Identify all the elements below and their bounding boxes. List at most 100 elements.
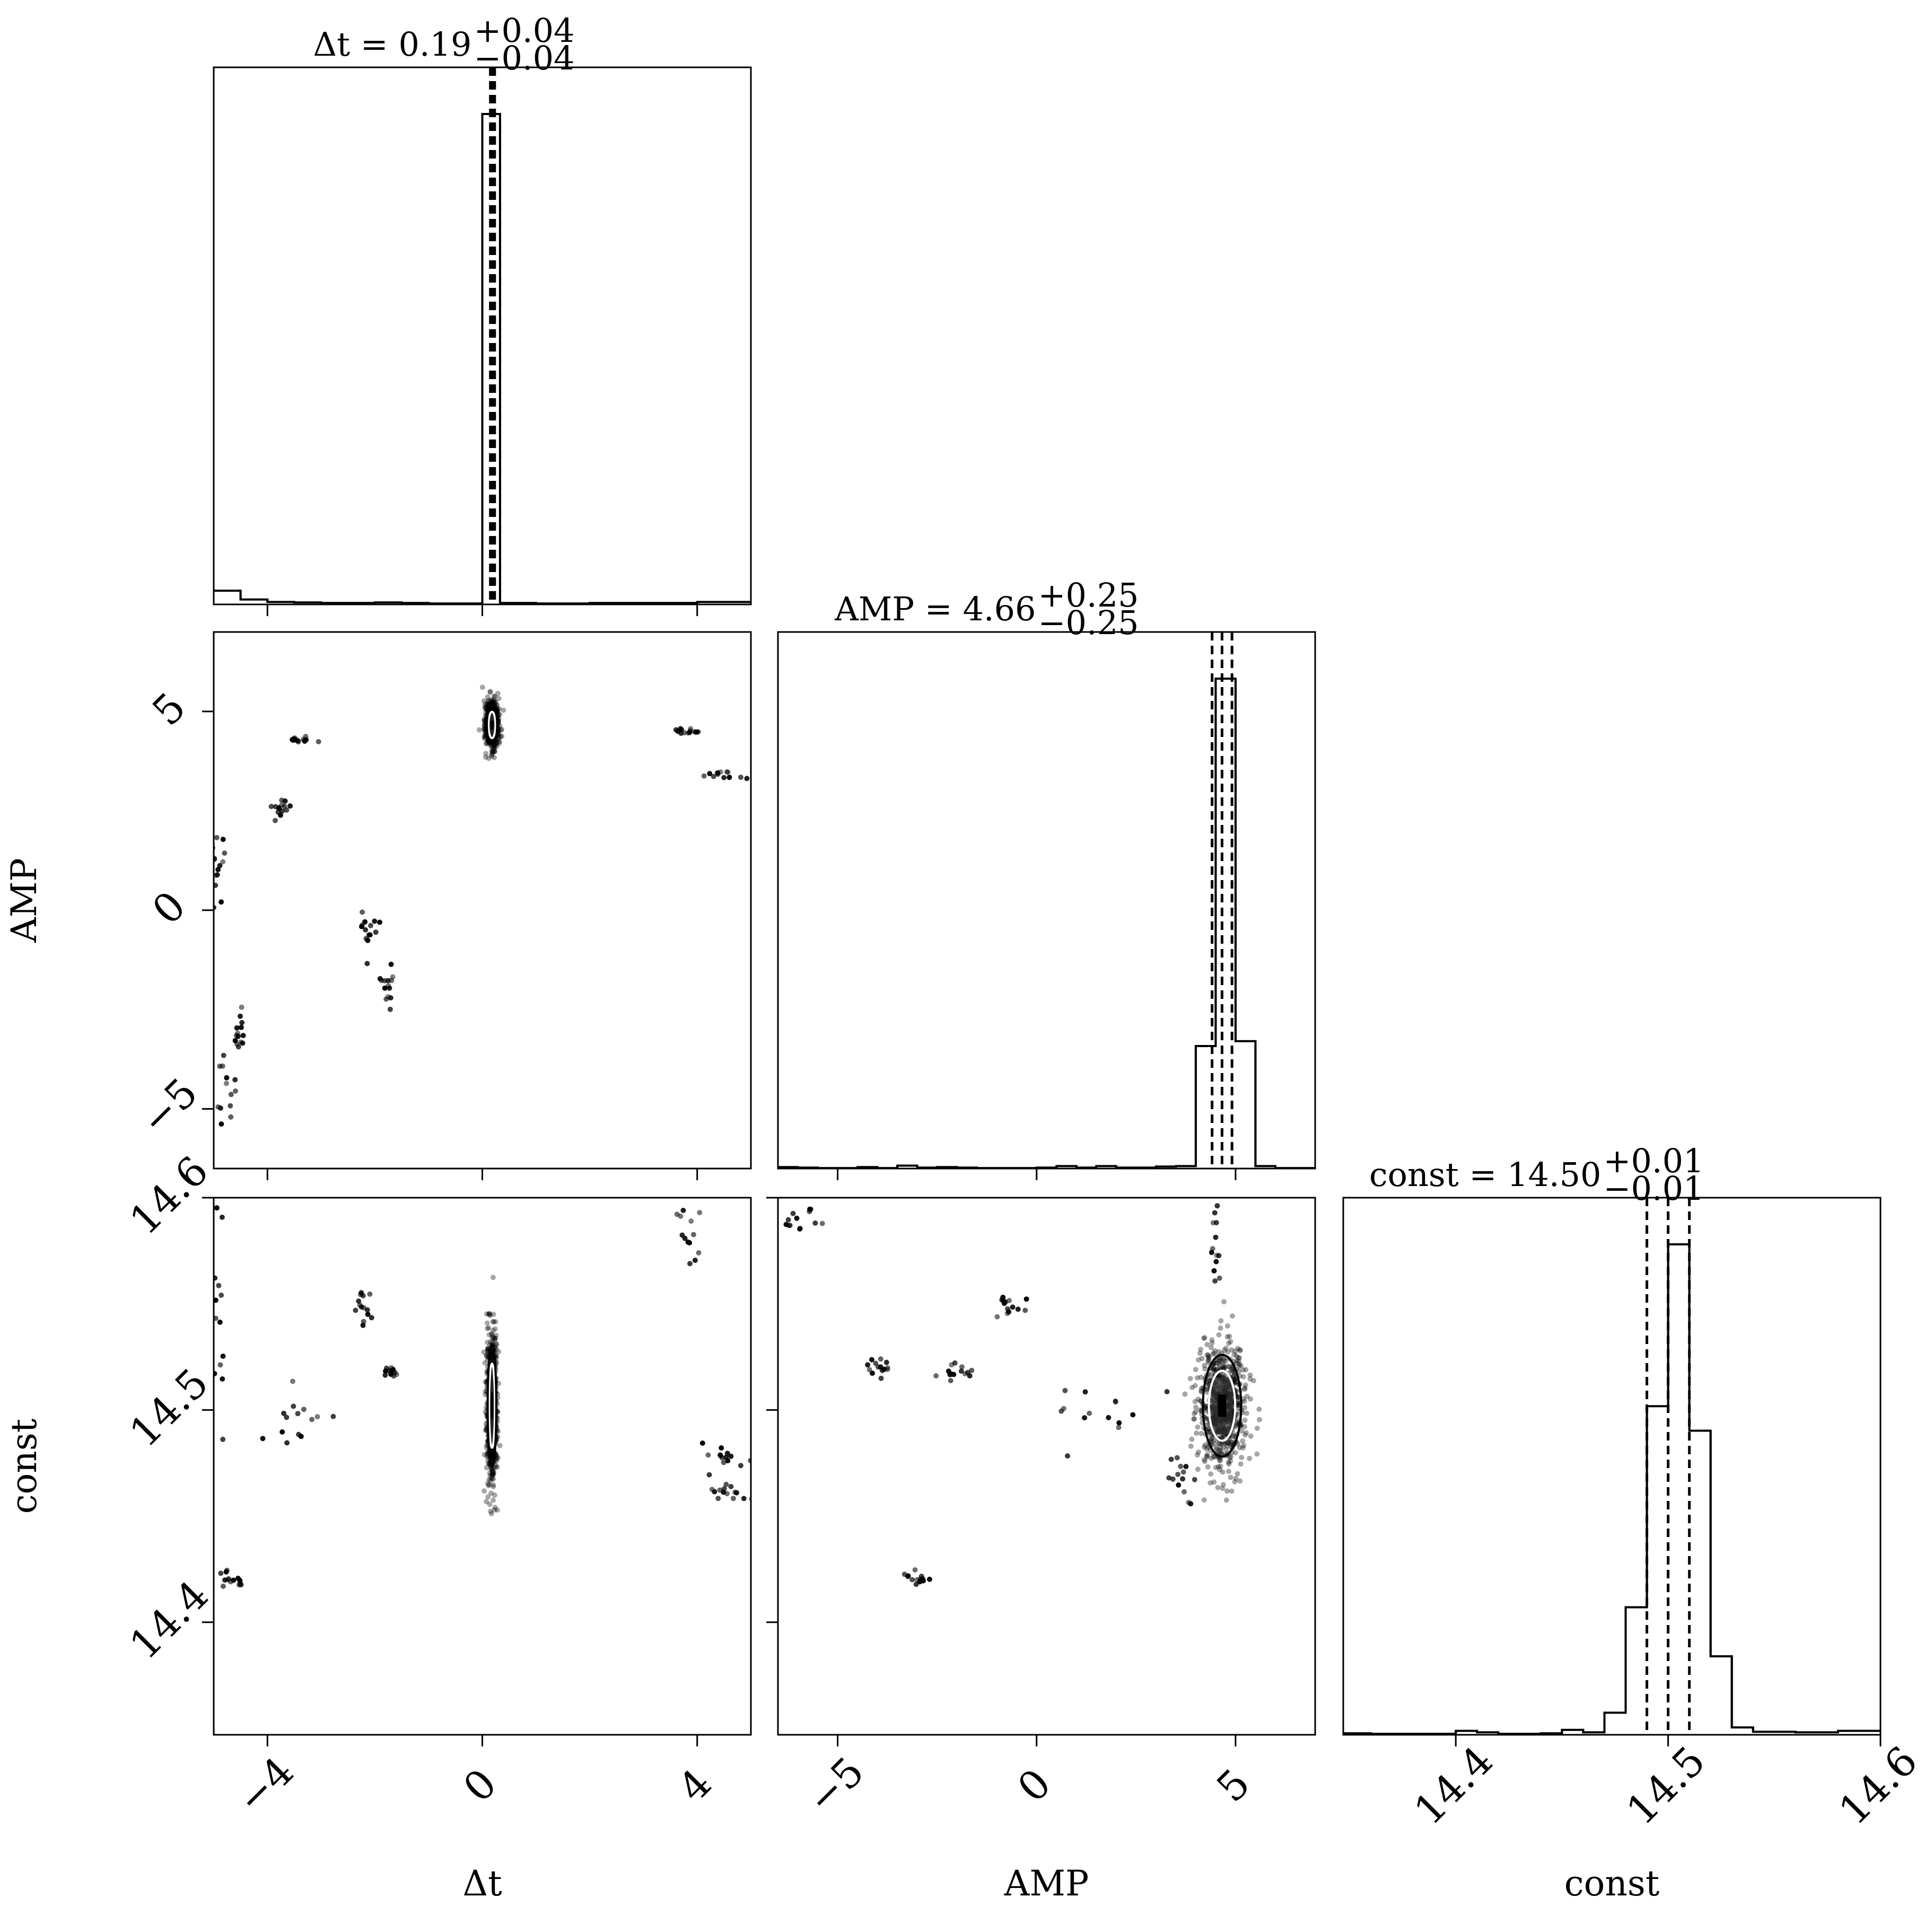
sample-point [1211,1366,1217,1372]
sample-point [1219,1359,1225,1365]
sample-point [723,1481,729,1487]
sample-point [1192,1477,1197,1482]
sample-point [302,738,308,744]
sample-point [812,1220,818,1226]
sample-point [724,1451,730,1456]
sample-point [1202,1366,1208,1372]
sample-point [291,1403,296,1409]
sample-point [491,1311,496,1317]
sample-point [279,1429,285,1435]
outlier-chain-cluster [268,797,293,823]
sample-point [728,1483,734,1489]
sample-point [496,732,502,738]
sample-point [1247,1372,1253,1378]
sample-point [690,1232,696,1237]
sample-point [1220,1469,1226,1475]
sample-point [492,699,497,705]
sample-point [1225,1349,1231,1355]
sample-point [490,745,496,751]
contour-inner [488,1363,496,1449]
sample-point [696,1250,702,1255]
sample-point [494,1458,499,1464]
sample-point [1204,1452,1210,1457]
sample-point [1199,1356,1205,1362]
sample-point [495,706,501,712]
sample-point [1229,1488,1235,1494]
sample-point [738,1463,743,1469]
sample-point [487,1313,493,1319]
sample-point [1225,1441,1231,1446]
sample-point [268,804,274,810]
sample-point [1113,1399,1118,1405]
sample-point [1217,1362,1223,1368]
sample-point [1214,1203,1220,1209]
sample-point [1204,1352,1210,1358]
sample-point [494,1464,500,1470]
sample-point [217,1319,223,1325]
sample-point [712,1489,718,1495]
sample-point [362,919,368,925]
sample-point [491,747,497,752]
sample-point [1195,1424,1201,1430]
sample-point [356,1298,362,1304]
sample-point [1195,1397,1201,1402]
sample-point [496,706,502,712]
sample-point [1239,1454,1245,1460]
sample-point [1198,1347,1204,1353]
sample-point [1022,1307,1028,1313]
sample-point [488,1476,494,1481]
sample-point [481,726,487,732]
sample-point [496,741,502,746]
sample-point [489,752,495,758]
sample-point [1232,1450,1238,1455]
sample-point [1243,1367,1249,1373]
sample-point [1231,1376,1237,1382]
sample-point [707,771,713,777]
sample-point [1257,1417,1262,1422]
sample-point [1248,1396,1253,1402]
sample-point [493,1319,498,1324]
sample-point [219,1214,225,1220]
sample-point [491,1476,496,1482]
sample-point [220,1354,226,1359]
sample-point [1218,1448,1224,1454]
sample-point [1209,1337,1215,1343]
sample-point [1195,1449,1201,1455]
sample-point [330,1413,336,1419]
sample-point [1212,1348,1218,1354]
sample-point [492,1505,498,1510]
sample-point [1202,1444,1207,1450]
sample-point [276,805,282,811]
sample-point [372,918,378,924]
sample-point [1241,1396,1247,1402]
sample-point [383,996,389,1002]
sample-point [1204,1422,1210,1428]
sample-point [727,775,732,780]
sample-point [1206,1354,1212,1360]
sample-point [1241,1399,1247,1404]
sample-point [218,1570,224,1576]
sample-point [1241,1424,1247,1430]
sample-point [1178,1463,1184,1469]
sample-point [1204,1453,1210,1459]
sample-point [220,859,226,865]
sample-point [483,1392,488,1398]
sample-point [217,863,223,868]
title-plus: +0.04 [474,11,575,50]
sample-point [488,753,494,759]
sample-point [491,1472,496,1478]
sample-point [489,698,495,704]
sample-point [228,1114,234,1120]
outlier-chain-cluster [290,734,321,745]
sample-point [917,1576,923,1582]
sample-point [220,837,226,842]
sample-point [496,1349,502,1355]
sample-point [1217,1358,1223,1364]
sample-point [225,1577,231,1583]
sample-point [496,696,502,701]
scatter-points-0 [214,684,750,1127]
sample-point [217,1362,223,1368]
sample-point [1229,1366,1235,1372]
sample-point [490,1467,496,1473]
